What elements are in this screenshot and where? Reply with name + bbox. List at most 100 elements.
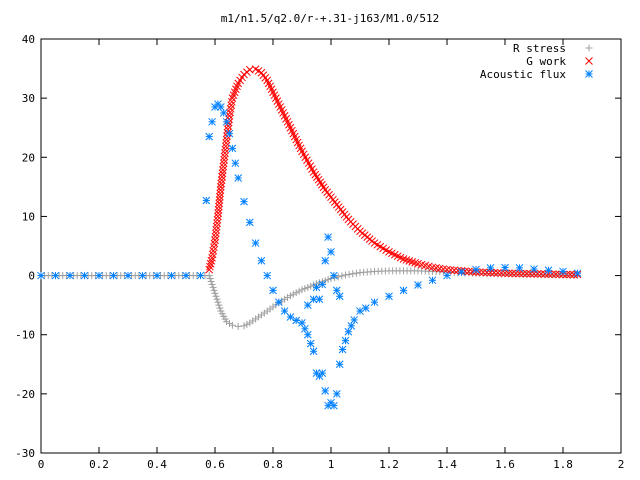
data-point: [361, 304, 370, 312]
legend-marker: [585, 57, 593, 65]
legend-marker: [585, 70, 593, 78]
data-point: [345, 270, 353, 278]
data-point: [224, 122, 233, 130]
series-g-work: [205, 65, 582, 279]
data-point: [209, 283, 217, 291]
data-point: [213, 219, 221, 228]
data-point: [533, 270, 542, 278]
data-point: [341, 336, 350, 345]
data-point: [213, 295, 221, 303]
data-point: [479, 268, 488, 277]
data-point: [211, 232, 220, 241]
data-point: [37, 271, 45, 280]
data-point: [215, 202, 223, 211]
y-tick-label: -20: [15, 388, 35, 401]
data-point: [309, 347, 318, 356]
data-point: [219, 109, 228, 117]
x-tick-label: 2: [618, 458, 625, 471]
data-point: [414, 281, 422, 289]
data-point: [212, 226, 221, 234]
data-point: [211, 289, 219, 297]
x-tick-label: 0.8: [263, 458, 283, 471]
data-point: [497, 269, 506, 277]
data-point: [205, 265, 214, 274]
x-tick-label: 0.4: [147, 458, 167, 471]
data-point: [219, 162, 228, 171]
data-point: [301, 285, 309, 293]
series-acoustic-flux: [37, 100, 582, 410]
chart-title: m1/n1.5/q2.0/r-+.31-j163/M1.0/512: [221, 12, 440, 25]
data-point: [240, 197, 248, 206]
data-point: [330, 271, 338, 280]
data-point: [526, 269, 535, 278]
data-point: [206, 275, 214, 283]
data-marks: [37, 65, 582, 410]
data-point: [295, 287, 303, 295]
data-point: [251, 239, 260, 247]
y-tick-label: 0: [28, 270, 35, 283]
data-point: [334, 273, 342, 281]
data-point: [515, 269, 524, 278]
axes: 0 0.2 0.4 0.6 0.8 1 1.2 1.4 1.6 1.8 2 -30 -20 -10 0 10 2…: [15, 33, 624, 471]
data-point: [284, 293, 291, 301]
data-point: [428, 276, 437, 285]
data-point: [318, 280, 327, 289]
x-tick-label: 1: [328, 458, 335, 471]
data-point: [486, 264, 495, 272]
data-point: [443, 271, 451, 280]
y-tick-label: -30: [15, 447, 35, 460]
data-point: [385, 292, 393, 301]
data-point: [51, 271, 60, 280]
data-point: [349, 270, 357, 278]
data-point: [405, 257, 414, 265]
data-point: [257, 256, 266, 265]
data-point: [216, 183, 225, 191]
data-point: [306, 339, 315, 348]
y-tick-label: 10: [22, 210, 35, 223]
data-point: [411, 258, 419, 267]
series-r-stress: [37, 267, 581, 330]
data-point: [321, 387, 330, 395]
y-tick-label: 20: [22, 151, 35, 164]
data-point: [298, 319, 306, 327]
data-point: [215, 199, 224, 208]
data-point: [338, 272, 346, 280]
data-point: [211, 229, 220, 238]
x-tick-label: 1.4: [437, 458, 457, 471]
data-point: [80, 271, 89, 280]
data-point: [566, 270, 575, 279]
data-point: [472, 265, 480, 274]
data-point: [222, 135, 231, 144]
data-point: [330, 401, 338, 410]
data-point: [402, 256, 411, 264]
data-point: [228, 144, 237, 153]
data-point: [321, 277, 329, 285]
x-tick-label: 0.6: [205, 458, 225, 471]
data-point: [95, 271, 103, 280]
data-point: [216, 304, 224, 312]
data-point: [219, 166, 227, 174]
data-point: [207, 256, 216, 265]
data-point: [352, 269, 360, 277]
x-tick-label: 0.2: [89, 458, 109, 471]
data-point: [66, 271, 74, 280]
data-point: [214, 298, 222, 306]
data-point: [210, 286, 218, 294]
data-point: [555, 270, 564, 279]
data-point: [231, 159, 240, 168]
data-point: [370, 298, 379, 307]
data-point: [221, 149, 229, 157]
data-point: [483, 268, 491, 277]
data-point: [342, 271, 349, 279]
y-tick-label: 40: [22, 33, 35, 46]
data-point: [490, 268, 498, 277]
data-point: [225, 129, 234, 138]
data-point: [202, 196, 211, 205]
data-point: [243, 320, 251, 328]
data-point: [338, 345, 347, 354]
data-point: [408, 257, 417, 266]
data-point: [217, 176, 226, 184]
data-point: [544, 270, 553, 278]
data-point: [350, 316, 359, 324]
data-point: [205, 272, 213, 280]
